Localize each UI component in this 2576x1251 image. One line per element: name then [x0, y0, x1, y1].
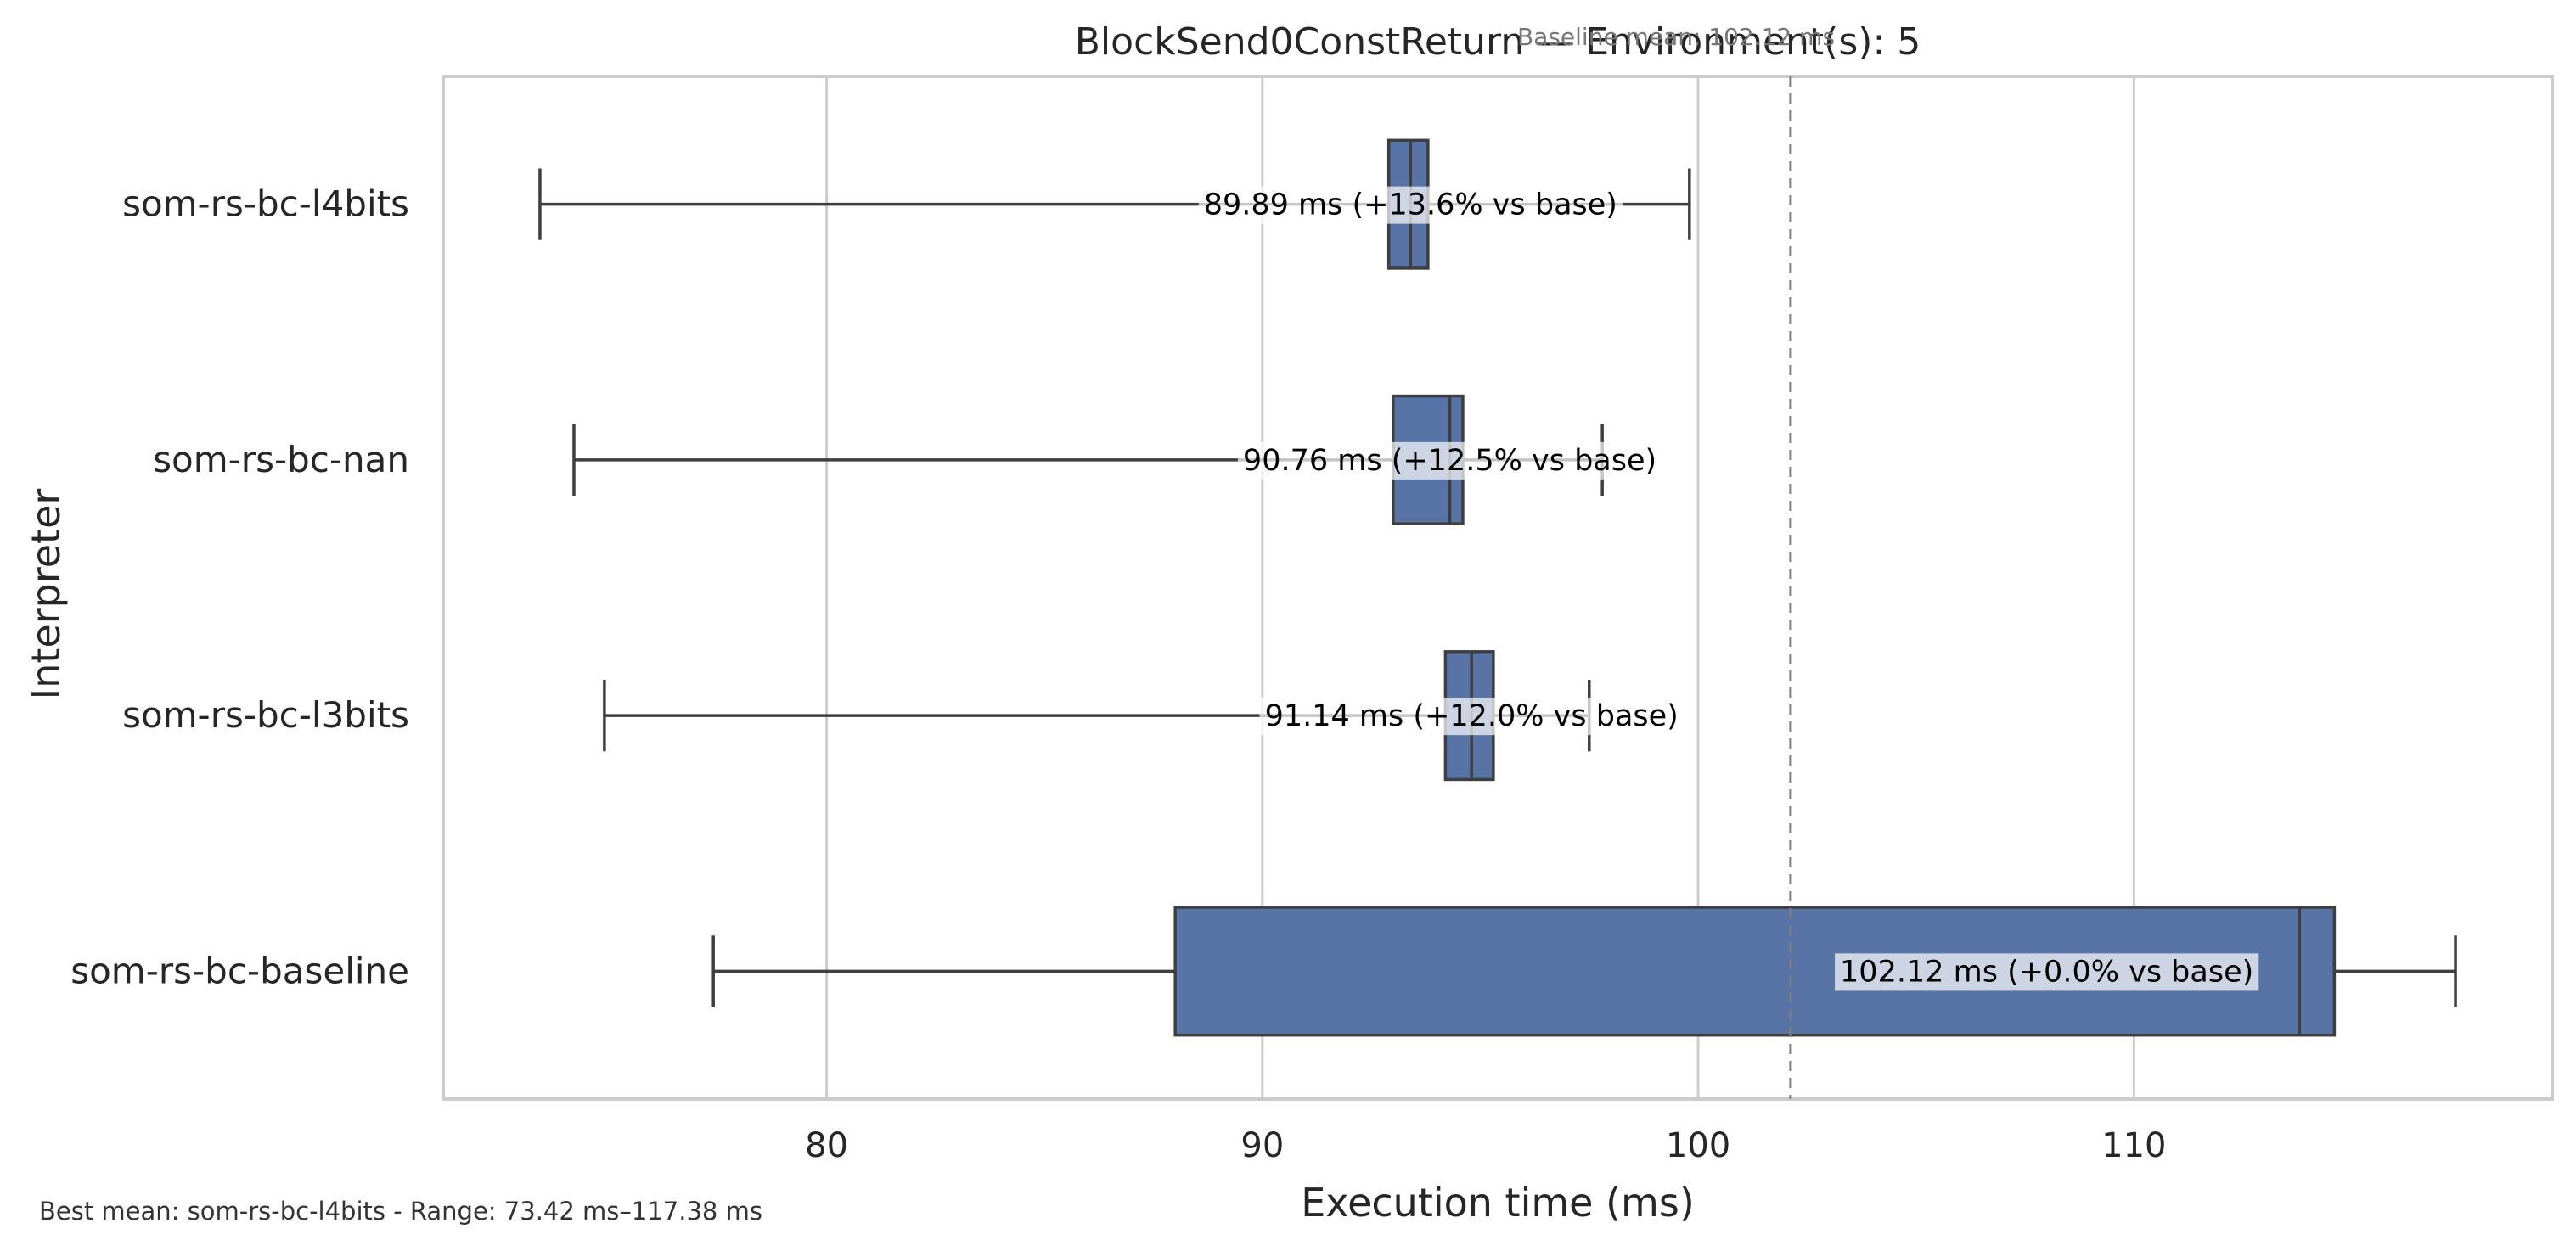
- annotation-bg: [1835, 953, 2259, 991]
- x-axis-label: Execution time (ms): [1301, 1180, 1695, 1226]
- y-tick-labels: som-rs-bc-l4bits som-rs-bc-nan som-rs-bc-l…: [70, 183, 409, 992]
- y-tick-label: som-rs-bc-baseline: [70, 950, 409, 991]
- y-tick-label: som-rs-bc-nan: [153, 439, 409, 480]
- annotation-text: 102.12 ms (+0.0% vs base): [1840, 955, 2253, 989]
- y-axis-label: Interpreter: [23, 489, 69, 700]
- annotation-bg: [1237, 441, 1662, 480]
- chart-title: BlockSend0ConstReturn — Environment(s): …: [1075, 20, 1921, 64]
- y-tick-label: som-rs-bc-l4bits: [122, 183, 409, 225]
- x-tick-label: 100: [1666, 1126, 1730, 1165]
- annotation-text: 90.76 ms (+12.5% vs base): [1243, 444, 1656, 478]
- annotations: 89.89 ms (+13.6% vs base) 90.76 ms (+12.5…: [1198, 186, 2259, 991]
- footer-note: Best mean: som-rs-bc-l4bits - Range: 73.…: [39, 1197, 762, 1226]
- annotation-bg: [1198, 186, 1623, 224]
- x-tick-label: 90: [1240, 1126, 1284, 1165]
- annotation-text: 91.14 ms (+12.0% vs base): [1265, 699, 1679, 733]
- annotation-bg: [1259, 698, 1684, 736]
- x-tick-label: 110: [2101, 1126, 2166, 1165]
- value-annotation: 102.12 ms (+0.0% vs base): [1835, 953, 2259, 991]
- baseline-label: Baseline mean: 102.12 ms: [1517, 23, 1835, 51]
- value-annotation: 91.14 ms (+12.0% vs base): [1259, 698, 1684, 736]
- value-annotation: 89.89 ms (+13.6% vs base): [1198, 186, 1623, 224]
- x-tick-labels: 80 90 100 110: [805, 1126, 2166, 1165]
- y-tick-label: som-rs-bc-l3bits: [122, 694, 409, 736]
- x-tick-label: 80: [805, 1126, 848, 1165]
- annotation-text: 89.89 ms (+13.6% vs base): [1204, 188, 1617, 222]
- value-annotation: 90.76 ms (+12.5% vs base): [1237, 441, 1662, 480]
